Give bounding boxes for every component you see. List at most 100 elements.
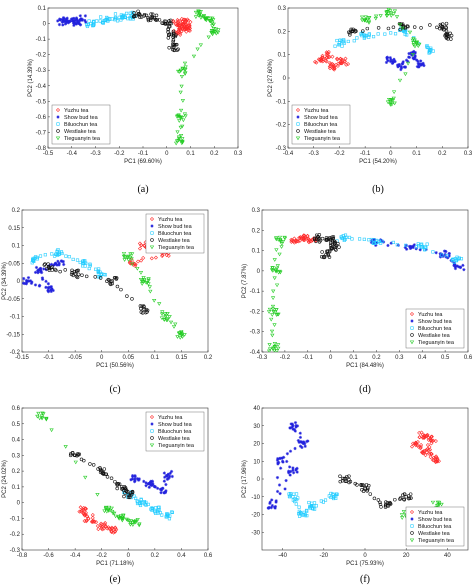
data-point — [444, 25, 448, 29]
data-point — [31, 256, 35, 261]
data-point — [125, 294, 129, 298]
data-point — [391, 90, 397, 95]
legend-entry: Tieguanyin tea — [418, 538, 455, 544]
data-point — [288, 495, 292, 499]
data-point — [447, 254, 451, 258]
data-point — [376, 498, 381, 502]
data-point — [60, 17, 65, 21]
y-tick-label: -30 — [251, 530, 260, 536]
data-point — [62, 262, 66, 267]
data-point — [289, 491, 293, 496]
data-point — [132, 11, 136, 15]
data-point — [146, 278, 151, 283]
y-tick-label: -0.2 — [10, 532, 21, 538]
data-point — [115, 486, 119, 491]
data-point — [169, 469, 174, 474]
data-point — [444, 35, 448, 40]
data-point — [436, 459, 441, 464]
data-point — [120, 486, 125, 491]
data-point — [144, 484, 148, 488]
data-point — [179, 333, 184, 338]
legend-marker — [410, 326, 414, 330]
legend-marker — [409, 509, 415, 515]
data-point — [407, 55, 411, 59]
data-point — [396, 64, 401, 68]
data-point — [161, 486, 165, 490]
data-point — [435, 25, 439, 30]
data-point — [267, 343, 272, 347]
data-point — [55, 250, 59, 254]
data-point — [440, 25, 444, 30]
data-point — [63, 268, 67, 272]
legend-box — [405, 308, 465, 349]
data-point — [139, 497, 143, 501]
data-point — [364, 483, 369, 487]
data-point — [141, 276, 146, 280]
data-point — [171, 38, 176, 42]
data-point — [328, 62, 333, 67]
data-point — [160, 513, 164, 517]
data-point — [440, 253, 444, 257]
data-point — [36, 271, 40, 275]
data-point — [285, 459, 289, 464]
data-point — [354, 29, 358, 34]
y-tick-label: 0 — [17, 279, 21, 285]
data-point — [438, 255, 442, 259]
data-point — [165, 512, 169, 516]
data-point — [277, 460, 281, 465]
data-point — [102, 19, 106, 23]
data-point — [279, 466, 283, 470]
data-point — [424, 246, 428, 250]
data-point — [61, 260, 65, 264]
legend-entry: Biluochun tea — [64, 122, 98, 128]
data-point — [128, 252, 133, 257]
data-point — [345, 61, 351, 67]
data-point — [445, 33, 449, 37]
panel-caption: (b) — [372, 184, 384, 195]
data-point — [429, 434, 434, 439]
data-point — [372, 496, 377, 501]
data-point — [201, 14, 206, 19]
data-point — [338, 474, 342, 478]
data-point — [39, 267, 43, 271]
data-point — [296, 239, 301, 244]
data-point — [39, 269, 43, 273]
data-point — [399, 513, 405, 517]
data-point — [458, 265, 463, 270]
data-point — [164, 489, 168, 493]
data-point — [75, 258, 80, 262]
data-point — [38, 283, 42, 287]
data-point — [326, 253, 331, 258]
data-point — [347, 480, 351, 485]
x-tick-label: -0.3 — [309, 151, 320, 157]
data-point — [297, 505, 301, 509]
data-point — [80, 273, 84, 277]
data-point — [275, 489, 280, 494]
data-point — [388, 56, 392, 60]
data-point — [95, 523, 100, 528]
data-point — [99, 468, 103, 473]
data-point — [182, 112, 188, 117]
data-point — [335, 57, 340, 62]
data-point — [389, 241, 393, 245]
data-point — [338, 60, 343, 65]
data-point — [74, 274, 79, 279]
data-point — [289, 239, 294, 244]
data-point — [444, 29, 449, 34]
data-point — [106, 505, 112, 510]
points-a — [56, 9, 221, 146]
y-tick-label: -0.3 — [276, 146, 287, 152]
legend-entry: Biluochun tea — [418, 524, 452, 530]
data-point — [330, 54, 335, 59]
data-point — [276, 461, 280, 465]
data-point — [49, 262, 54, 266]
points-c — [22, 233, 187, 340]
data-point — [110, 281, 114, 286]
data-point — [294, 502, 298, 506]
data-point — [362, 18, 367, 23]
data-point — [69, 452, 73, 456]
y-tick-label: -0.4 — [250, 350, 261, 356]
data-point — [421, 61, 425, 65]
data-point — [425, 45, 429, 49]
